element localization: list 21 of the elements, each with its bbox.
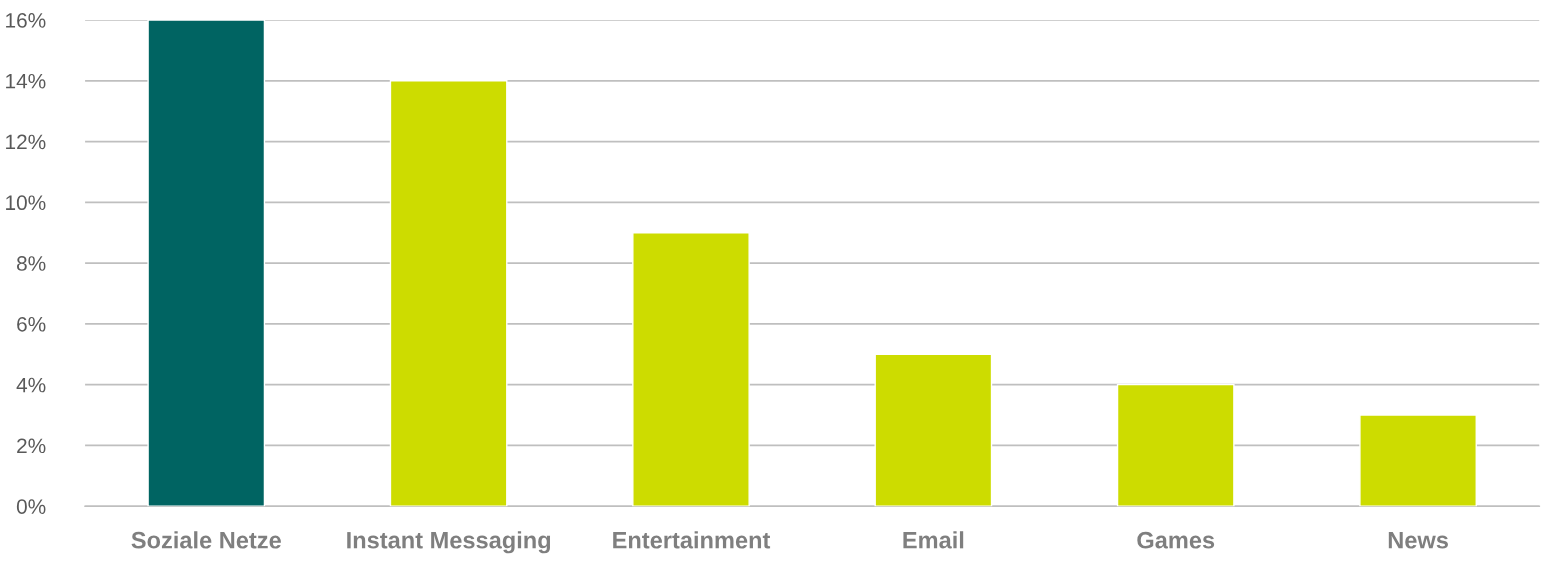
x-tick-label: Entertainment bbox=[613, 531, 771, 549]
y-tick-label: 4% bbox=[16, 377, 46, 393]
y-tick-label: 0% bbox=[16, 499, 46, 514]
bar bbox=[147, 20, 266, 507]
x-tick-label: Games bbox=[1137, 531, 1215, 549]
bar bbox=[389, 80, 508, 507]
y-tick-label: 6% bbox=[17, 316, 46, 332]
y-tick-label: 12% bbox=[6, 134, 46, 150]
bar bbox=[874, 353, 993, 507]
y-tick-label: 8% bbox=[16, 256, 46, 271]
y-tick-label: 10% bbox=[6, 195, 46, 211]
x-tick-label: Soziale Netze bbox=[131, 531, 281, 549]
x-tick-label: News bbox=[1388, 532, 1448, 549]
bar bbox=[1359, 414, 1477, 507]
x-tick-label: Instant Messaging bbox=[347, 531, 551, 554]
x-tick-label: Email bbox=[903, 531, 964, 549]
y-tick-label: 14% bbox=[6, 73, 46, 89]
bar bbox=[1116, 383, 1235, 507]
y-tick-label: 2% bbox=[17, 438, 46, 454]
y-tick-label: 16% bbox=[6, 13, 46, 28]
bar bbox=[632, 232, 750, 507]
